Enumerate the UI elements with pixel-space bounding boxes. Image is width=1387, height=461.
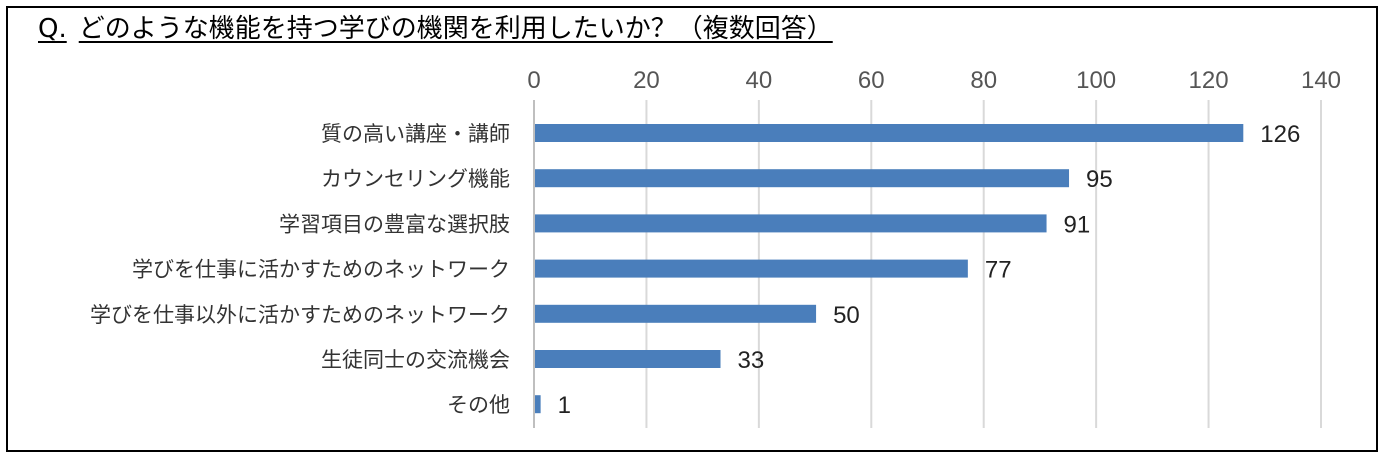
category-label: 学習項目の豊富な選択肢 [279, 212, 510, 236]
x-tick-label: 0 [527, 67, 540, 94]
bar [535, 350, 721, 368]
category-label: その他 [447, 393, 510, 417]
data-label: 33 [738, 347, 765, 374]
category-label: 生徒同士の交流機会 [321, 348, 510, 372]
category-label: 学びを仕事に活かすためのネットワーク [132, 258, 510, 282]
data-label: 1 [558, 392, 571, 419]
category-labels: 質の高い講座・講師カウンセリング機能学習項目の豊富な選択肢学びを仕事に活かすため… [90, 122, 510, 417]
x-tick-label: 40 [746, 67, 773, 94]
bar [535, 395, 541, 414]
bars [535, 124, 1244, 414]
x-axis-ticks: 0 20 40 60 80 100 120 140 [527, 67, 1341, 94]
x-tick-label: 60 [858, 67, 885, 94]
category-label: 質の高い講座・講師 [321, 122, 510, 146]
x-tick-label: 20 [633, 67, 660, 94]
category-label: 学びを仕事以外に活かすためのネットワーク [90, 303, 510, 327]
data-label: 50 [833, 302, 860, 329]
x-tick-label: 140 [1301, 67, 1341, 94]
category-label: カウンセリング機能 [321, 167, 510, 191]
data-labels: 126 95 91 77 50 33 1 [558, 121, 1301, 419]
data-label: 126 [1260, 121, 1300, 148]
bar [535, 259, 968, 278]
question-prefix: Q. [38, 14, 67, 44]
bar [535, 304, 817, 323]
question-text: どのような機能を持つ学びの機関を利用したいか？（複数回答） [78, 14, 833, 44]
bar [535, 124, 1244, 142]
x-tick-label: 80 [970, 67, 997, 94]
x-tick-label: 120 [1189, 67, 1229, 94]
data-label: 95 [1086, 166, 1113, 193]
x-tick-label: 100 [1076, 67, 1116, 94]
data-label: 91 [1064, 211, 1091, 238]
chart-title: Q. どのような機能を持つ学びの機関を利用したいか？（複数回答） [38, 12, 833, 46]
bar [535, 169, 1070, 188]
bar [535, 214, 1047, 233]
data-label: 77 [985, 257, 1012, 284]
